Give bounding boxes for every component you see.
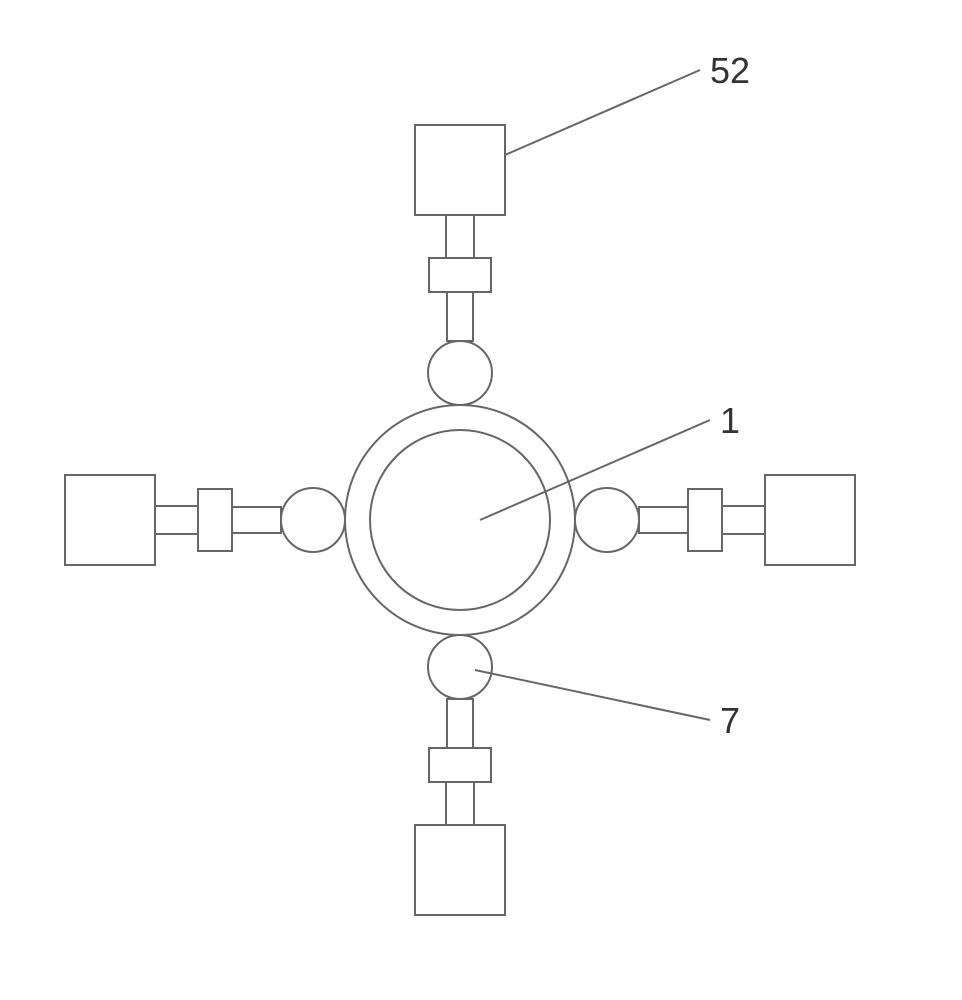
- flange: [429, 258, 491, 292]
- flange: [688, 489, 722, 551]
- callout-label-52: 52: [710, 50, 750, 92]
- leader-line: [475, 670, 710, 720]
- flange: [198, 489, 232, 551]
- end-box: [65, 475, 155, 565]
- end-box: [415, 125, 505, 215]
- hub-inner-ring: [370, 430, 550, 610]
- joint-circle: [575, 488, 639, 552]
- flange: [429, 748, 491, 782]
- joint-circle: [428, 635, 492, 699]
- mechanical-diagram: [0, 0, 962, 1000]
- end-box: [765, 475, 855, 565]
- joint-circle: [281, 488, 345, 552]
- callout-label-1: 1: [720, 400, 740, 442]
- joint-circle: [428, 341, 492, 405]
- end-box: [415, 825, 505, 915]
- leader-line: [505, 70, 700, 155]
- callout-label-7: 7: [720, 700, 740, 742]
